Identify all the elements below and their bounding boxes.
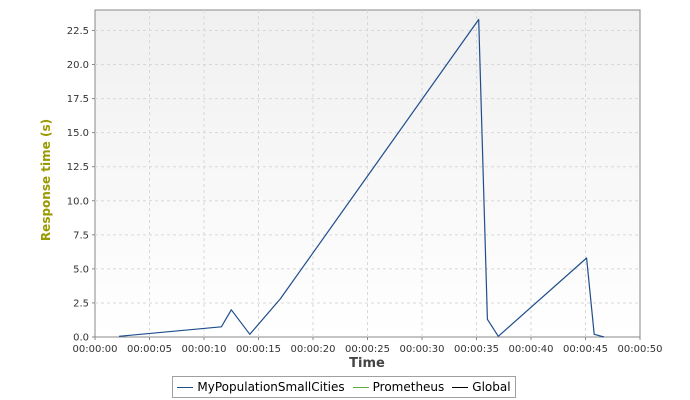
x-tick-label: 00:00:15 xyxy=(236,344,281,355)
x-tick-label: 00:00:40 xyxy=(509,344,554,355)
x-tick-label: 00:00:05 xyxy=(127,344,172,355)
legend-item-global: Global xyxy=(452,380,511,394)
grid-lines xyxy=(95,10,640,337)
legend-item-prometheus: Prometheus xyxy=(352,380,445,394)
y-tick-label: 7.5 xyxy=(73,230,89,241)
series-lines xyxy=(118,18,605,338)
legend-swatch xyxy=(352,386,369,388)
legend: MyPopulationSmallCities Prometheus Globa… xyxy=(172,376,516,398)
legend-item-mypopulationsmallcities: MyPopulationSmallCities xyxy=(177,380,345,394)
y-tick-label: 12.5 xyxy=(67,162,89,173)
legend-label: Prometheus xyxy=(372,380,445,394)
legend-label: MyPopulationSmallCities xyxy=(197,380,345,394)
x-tick-label: 00:00:50 xyxy=(618,344,663,355)
x-axis-title: Time xyxy=(349,356,385,371)
series-line-mypopulationsmallcities xyxy=(118,18,605,338)
legend-label: Global xyxy=(472,380,511,394)
y-tick-label: 10.0 xyxy=(67,196,89,207)
y-axis: 0.0 2.5 5.0 7.5 10.0 12.5 15.0 17.5 20.0 22.5 xyxy=(67,26,95,344)
y-tick-label: 15.0 xyxy=(67,128,89,139)
x-tick-label: 00:00:25 xyxy=(345,344,390,355)
y-tick-label: 22.5 xyxy=(67,26,89,37)
y-tick-label: 20.0 xyxy=(67,60,89,71)
legend-swatch xyxy=(452,386,469,388)
x-tick-label: 00:00:45 xyxy=(563,344,608,355)
y-axis-title: Response time (s) xyxy=(39,119,53,241)
x-tick-label: 00:00:10 xyxy=(182,344,227,355)
y-tick-label: 2.5 xyxy=(73,298,89,309)
y-tick-label: 0.0 xyxy=(73,333,89,344)
x-axis: 00:00:00 00:00:05 00:00:10 00:00:15 00:00:20… xyxy=(73,337,663,355)
x-tick-label: 00:00:30 xyxy=(400,344,445,355)
x-tick-label: 00:00:35 xyxy=(454,344,499,355)
x-tick-label: 00:00:20 xyxy=(291,344,336,355)
legend-swatch xyxy=(177,386,194,388)
x-tick-label: 00:00:00 xyxy=(73,344,118,355)
y-tick-label: 17.5 xyxy=(67,94,89,105)
y-tick-label: 5.0 xyxy=(73,264,89,275)
